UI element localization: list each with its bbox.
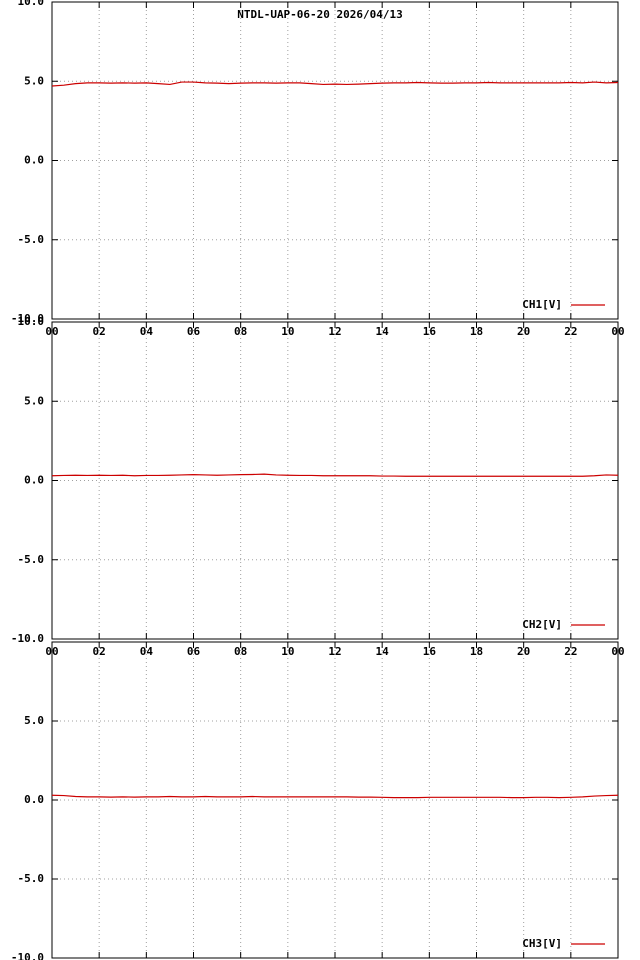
y-tick-label: 0.0 xyxy=(24,474,44,487)
data-line xyxy=(51,81,619,87)
y-tick-label: -5.0 xyxy=(18,872,45,885)
plot-border xyxy=(51,641,619,959)
x-tick-label: 20 xyxy=(517,645,530,658)
x-tick-label: 16 xyxy=(423,645,437,658)
legend-label: CH3[V] xyxy=(522,937,562,950)
y-tick-label: -5.0 xyxy=(18,233,45,246)
x-tick-label: 12 xyxy=(328,645,341,658)
chart-title: NTDL-UAP-06-20 2026/04/13 xyxy=(237,8,403,21)
x-tick-label: 10 xyxy=(281,325,294,338)
x-tick-label: 20 xyxy=(517,325,530,338)
y-tick-label: 10.0 xyxy=(18,0,45,8)
y-tick-label: -5.0 xyxy=(18,553,45,566)
y-tick-label: 0.0 xyxy=(24,793,44,806)
plot-border xyxy=(51,321,619,640)
legend-label: CH1[V] xyxy=(522,298,562,311)
y-tick-label: -10.0 xyxy=(11,632,44,645)
x-tick-label: 02 xyxy=(93,645,106,658)
x-tick-label: 14 xyxy=(376,325,390,338)
x-tick-label: 22 xyxy=(564,325,577,338)
x-tick-label: 08 xyxy=(234,645,247,658)
x-tick-label: 22 xyxy=(564,645,577,658)
x-tick-label: 08 xyxy=(234,325,247,338)
x-tick-label: 04 xyxy=(140,325,154,338)
x-tick-label: 14 xyxy=(376,645,390,658)
x-tick-label: 10 xyxy=(281,645,294,658)
x-tick-label: 06 xyxy=(187,645,201,658)
x-tick-label: 06 xyxy=(187,325,201,338)
y-tick-label: 5.0 xyxy=(24,74,44,87)
x-tick-label: 16 xyxy=(423,325,437,338)
x-tick-label: 12 xyxy=(328,325,341,338)
legend-label: CH2[V] xyxy=(522,618,562,631)
data-line xyxy=(51,473,619,477)
x-tick-label: 18 xyxy=(470,645,483,658)
x-tick-label: 02 xyxy=(93,325,106,338)
y-tick-label: 10.0 xyxy=(18,315,45,328)
y-tick-label: -10.0 xyxy=(11,312,44,325)
y-tick-label: 0.0 xyxy=(24,154,44,167)
data-line xyxy=(51,794,619,799)
plot-border xyxy=(51,1,619,320)
x-tick-label: 18 xyxy=(470,325,483,338)
y-tick-label: -10.0 xyxy=(11,951,44,960)
x-tick-label: 04 xyxy=(140,645,154,658)
y-tick-label: 5.0 xyxy=(24,714,44,727)
y-tick-label: 5.0 xyxy=(24,394,44,407)
